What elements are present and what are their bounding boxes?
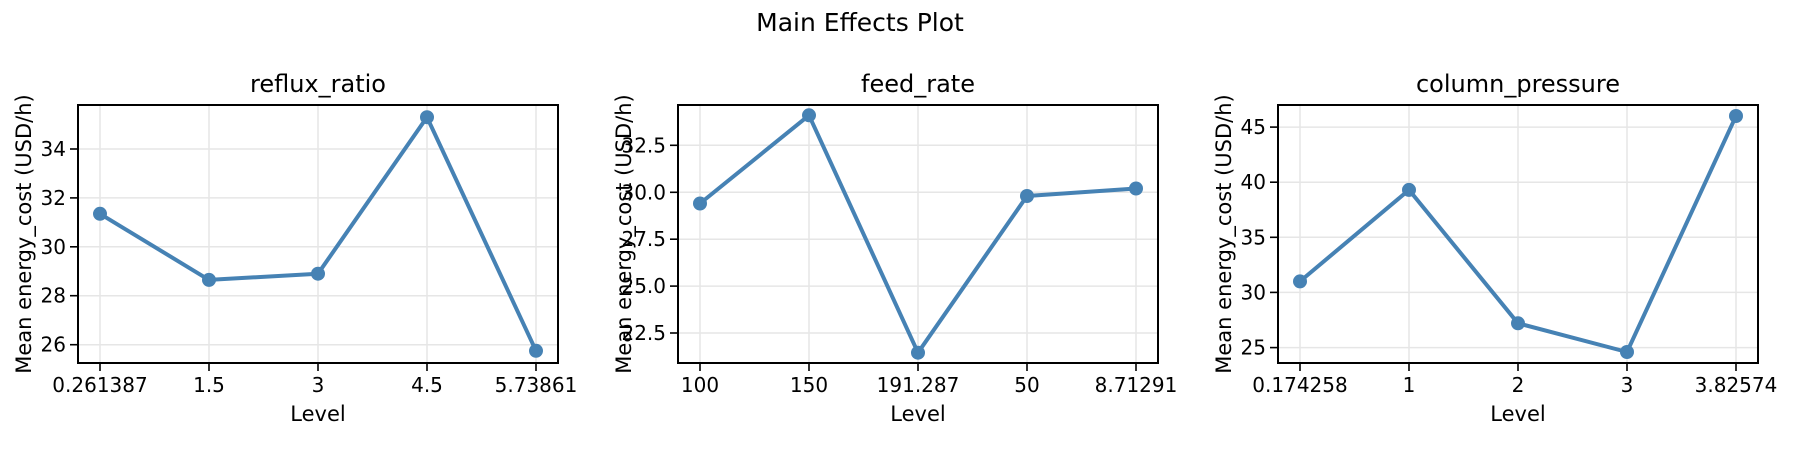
x-tick-label: 3 xyxy=(1621,373,1634,397)
subplot-title: feed_rate xyxy=(861,70,975,98)
y-tick-label: 28 xyxy=(41,284,66,308)
x-axis-label: Level xyxy=(1490,402,1546,426)
y-tick-label: 27.5 xyxy=(621,227,666,251)
y-tick-label: 30 xyxy=(1241,280,1266,304)
data-point xyxy=(93,206,107,221)
data-point xyxy=(911,345,925,360)
charts-row: reflux_ratio Mean energy_cost (USD/h) 0.… xyxy=(0,50,1800,450)
plot-canvas-feed-rate: 100 150 191.287 50 8.71291 22.5 25.0 27.5 30.0 32… xyxy=(621,104,1178,397)
y-tick-label: 30.0 xyxy=(621,180,666,204)
x-tick-label: 2 xyxy=(1512,373,1525,397)
y-tick-label: 35 xyxy=(1241,225,1266,249)
data-point xyxy=(1293,274,1307,289)
x-tick-label: 3 xyxy=(312,373,325,397)
x-tick-label: 50 xyxy=(1014,373,1039,397)
x-axis-label: Level xyxy=(290,402,346,426)
y-tick-label: 22.5 xyxy=(621,321,666,345)
x-tick-label: 8.71291 xyxy=(1095,373,1178,397)
data-point xyxy=(1402,182,1416,197)
x-tick-label: 0.174258 xyxy=(1252,373,1347,397)
subplot-feed-rate: feed_rate Mean energy_cost (USD/h) 100 15… xyxy=(600,50,1200,450)
data-point xyxy=(1511,316,1525,331)
subplot-reflux-ratio: reflux_ratio Mean energy_cost (USD/h) 0.… xyxy=(0,50,600,450)
y-tick-label: 40 xyxy=(1241,170,1266,194)
data-point xyxy=(1729,109,1743,123)
data-point xyxy=(693,196,707,211)
y-tick-label: 32.5 xyxy=(621,133,666,157)
plot-canvas-column-pressure: 0.174258 1 2 3 3.82574 25 30 35 40 45 xyxy=(1241,104,1778,397)
x-tick-label: 191.287 xyxy=(877,373,960,397)
data-point xyxy=(1020,189,1034,203)
subplot-title: column_pressure xyxy=(1415,70,1620,98)
x-tick-label: 3.82574 xyxy=(1695,373,1778,397)
x-tick-label: 1.5 xyxy=(193,373,225,397)
x-tick-label: 0.261387 xyxy=(52,373,147,397)
x-tick-label: 5.73861 xyxy=(495,373,578,397)
y-tick-label: 32 xyxy=(41,186,66,210)
y-tick-label: 25 xyxy=(1241,336,1266,360)
y-tick-label: 45 xyxy=(1241,115,1266,139)
plot-canvas-reflux-ratio: 0.261387 1.5 3 4.5 5.73861 26 28 30 32 34 xyxy=(41,104,578,397)
x-tick-label: 4.5 xyxy=(411,373,443,397)
x-tick-label: 100 xyxy=(681,373,719,397)
x-axis-label: Level xyxy=(890,402,946,426)
data-point xyxy=(802,108,816,123)
x-tick-label: 150 xyxy=(790,373,828,397)
data-point xyxy=(1620,345,1634,359)
data-point xyxy=(202,272,216,287)
figure-title: Main Effects Plot xyxy=(756,8,964,37)
data-point xyxy=(420,110,434,125)
data-point xyxy=(529,343,543,358)
data-point xyxy=(1129,181,1143,196)
x-tick-label: 1 xyxy=(1403,373,1416,397)
y-tick-label: 34 xyxy=(41,137,66,161)
data-point xyxy=(311,266,325,281)
subplot-title: reflux_ratio xyxy=(250,70,386,98)
y-tick-label: 26 xyxy=(41,333,66,357)
y-tick-label: 30 xyxy=(41,235,66,259)
subplot-column-pressure: column_pressure Mean energy_cost (USD/h)… xyxy=(1200,50,1800,450)
y-tick-label: 25.0 xyxy=(621,274,666,298)
